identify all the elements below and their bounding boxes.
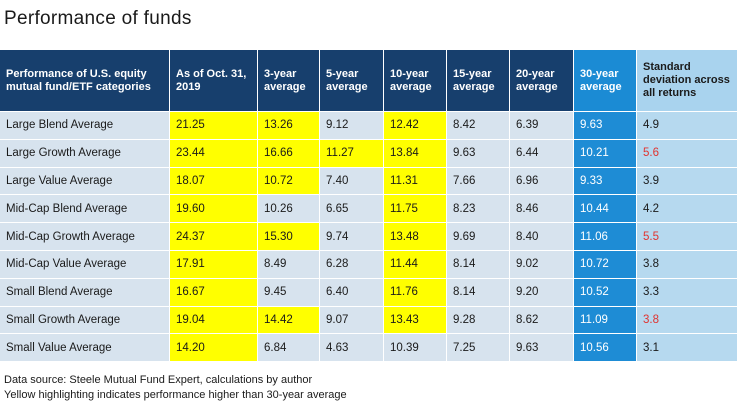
table-cell: 9.33 — [574, 167, 637, 196]
table-cell: 4.63 — [320, 334, 384, 363]
title: Performance of funds — [4, 8, 192, 29]
column-header: 5-year average — [320, 50, 384, 112]
table-cell: 8.40 — [510, 223, 574, 251]
table-cell: 9.63 — [574, 112, 637, 140]
table-cell: 9.07 — [320, 306, 384, 335]
table-cell: 13.48 — [384, 223, 447, 251]
table-cell: 13.84 — [384, 139, 447, 168]
table-cell: 6.28 — [320, 251, 384, 279]
table-cell: 9.63 — [447, 139, 510, 168]
table-cell: 3.8 — [637, 306, 738, 335]
table-cell: 7.40 — [320, 167, 384, 196]
table-cell: 11.75 — [384, 195, 447, 224]
table-cell: 9.69 — [447, 223, 510, 251]
table-cell: 19.60 — [170, 195, 258, 224]
table-cell: 15.30 — [258, 223, 320, 251]
row-label: Small Growth Average — [0, 306, 170, 335]
table-cell: 8.14 — [447, 278, 510, 307]
table-cell: 16.66 — [258, 139, 320, 168]
table-cell: 10.44 — [574, 195, 637, 224]
table-cell: 3.1 — [637, 334, 738, 363]
table-cell: 8.62 — [510, 306, 574, 335]
table-cell: 9.12 — [320, 112, 384, 140]
table-cell: 3.9 — [637, 167, 738, 196]
table-cell: 5.6 — [637, 139, 738, 168]
table-cell: 16.67 — [170, 278, 258, 307]
table-cell: 19.04 — [170, 306, 258, 335]
table-cell: 11.31 — [384, 167, 447, 196]
column-header: 20-year average — [510, 50, 574, 112]
table-cell: 9.45 — [258, 278, 320, 307]
column-header: Performance of U.S. equity mutual fund/E… — [0, 50, 170, 112]
table-cell: 11.09 — [574, 306, 637, 335]
row-label: Mid-Cap Value Average — [0, 251, 170, 279]
footnote: Data source: Steele Mutual Fund Expert, … — [4, 374, 313, 386]
table-cell: 13.43 — [384, 306, 447, 335]
table-cell: 8.46 — [510, 195, 574, 224]
table-cell: 23.44 — [170, 139, 258, 168]
table-cell: 3.8 — [637, 251, 738, 279]
table-cell: 6.96 — [510, 167, 574, 196]
table-cell: 11.06 — [574, 223, 637, 251]
table-cell: 8.14 — [447, 251, 510, 279]
row-label: Large Growth Average — [0, 139, 170, 168]
table-cell: 10.72 — [574, 251, 637, 279]
table-cell: 10.21 — [574, 139, 637, 168]
table-cell: 10.56 — [574, 334, 637, 363]
table-cell: 9.02 — [510, 251, 574, 279]
table-cell: 21.25 — [170, 112, 258, 140]
table-cell: 11.76 — [384, 278, 447, 307]
footnote: Yellow highlighting indicates performanc… — [4, 389, 347, 401]
table-cell: 7.66 — [447, 167, 510, 196]
table-cell: 13.26 — [258, 112, 320, 140]
table-cell: 10.52 — [574, 278, 637, 307]
row-label: Large Blend Average — [0, 112, 170, 140]
row-label: Mid-Cap Growth Average — [0, 223, 170, 251]
table-cell: 10.72 — [258, 167, 320, 196]
table-cell: 11.44 — [384, 251, 447, 279]
table-cell: 6.40 — [320, 278, 384, 307]
table-cell: 6.44 — [510, 139, 574, 168]
table-cell: 9.63 — [510, 334, 574, 363]
row-label: Small Blend Average — [0, 278, 170, 307]
table-cell: 5.5 — [637, 223, 738, 251]
column-header: 3-year average — [258, 50, 320, 112]
row-label: Mid-Cap Blend Average — [0, 195, 170, 224]
table-cell: 7.25 — [447, 334, 510, 363]
table-cell: 10.26 — [258, 195, 320, 224]
row-label: Small Value Average — [0, 334, 170, 363]
table-cell: 3.3 — [637, 278, 738, 307]
table-cell: 24.37 — [170, 223, 258, 251]
row-label: Large Value Average — [0, 167, 170, 196]
table-cell: 17.91 — [170, 251, 258, 279]
table-cell: 11.27 — [320, 139, 384, 168]
table-cell: 4.2 — [637, 195, 738, 224]
table-cell: 14.20 — [170, 334, 258, 363]
table-cell: 14.42 — [258, 306, 320, 335]
table-cell: 6.65 — [320, 195, 384, 224]
table-cell: 6.39 — [510, 112, 574, 140]
table-cell: 9.28 — [447, 306, 510, 335]
table-cell: 4.9 — [637, 112, 738, 140]
table-cell: 8.42 — [447, 112, 510, 140]
column-header: Standard deviation across all returns — [637, 50, 738, 112]
column-header: As of Oct. 31, 2019 — [170, 50, 258, 112]
column-header: 15-year average — [447, 50, 510, 112]
table-cell: 8.49 — [258, 251, 320, 279]
table-cell: 18.07 — [170, 167, 258, 196]
column-header: 10-year average — [384, 50, 447, 112]
table-cell: 9.74 — [320, 223, 384, 251]
table-cell: 6.84 — [258, 334, 320, 363]
table-cell: 8.23 — [447, 195, 510, 224]
table-cell: 10.39 — [384, 334, 447, 363]
column-header: 30-year average — [574, 50, 637, 112]
table-cell: 9.20 — [510, 278, 574, 307]
table-cell: 12.42 — [384, 112, 447, 140]
